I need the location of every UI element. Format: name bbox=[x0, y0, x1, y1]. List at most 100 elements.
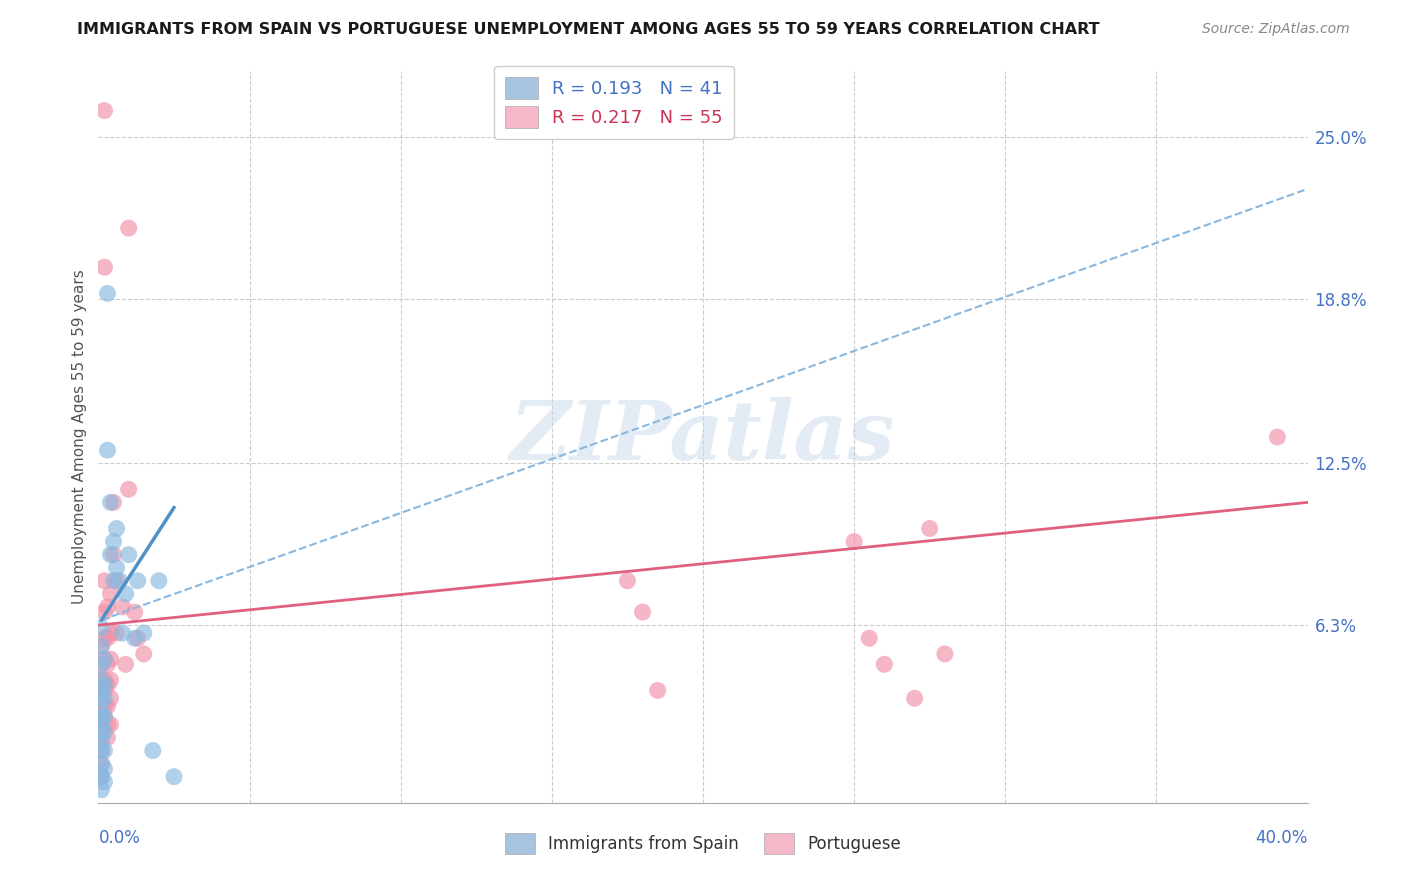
Point bbox=[96, 599, 118, 614]
Point bbox=[90, 683, 112, 698]
Point bbox=[93, 652, 115, 666]
Point bbox=[103, 495, 125, 509]
Point bbox=[93, 574, 115, 588]
Point bbox=[100, 673, 122, 687]
Point bbox=[93, 652, 115, 666]
Point bbox=[96, 632, 118, 646]
Point bbox=[844, 534, 866, 549]
Point bbox=[93, 632, 115, 646]
Y-axis label: Unemployment Among Ages 55 to 59 years: Unemployment Among Ages 55 to 59 years bbox=[72, 269, 87, 605]
Point bbox=[90, 756, 112, 771]
Point bbox=[90, 705, 112, 719]
Point bbox=[93, 683, 115, 698]
Point bbox=[631, 605, 654, 619]
Text: 0.0%: 0.0% bbox=[98, 829, 141, 847]
Point bbox=[100, 717, 122, 731]
Point bbox=[118, 221, 141, 235]
Point bbox=[105, 560, 128, 574]
Point bbox=[90, 743, 112, 757]
Point bbox=[142, 743, 165, 757]
Point bbox=[93, 678, 115, 692]
Point bbox=[108, 574, 131, 588]
Point bbox=[90, 621, 112, 635]
Point bbox=[103, 548, 125, 562]
Point bbox=[90, 699, 112, 714]
Text: ZIPatlas: ZIPatlas bbox=[510, 397, 896, 477]
Point bbox=[118, 483, 141, 497]
Point bbox=[90, 657, 112, 672]
Point bbox=[90, 709, 112, 723]
Point bbox=[118, 548, 141, 562]
Point bbox=[114, 657, 136, 672]
Point bbox=[647, 683, 669, 698]
Point bbox=[90, 717, 112, 731]
Point bbox=[90, 756, 112, 771]
Point bbox=[90, 725, 112, 739]
Point bbox=[93, 673, 115, 687]
Point bbox=[148, 574, 170, 588]
Point bbox=[96, 699, 118, 714]
Point bbox=[90, 770, 112, 784]
Point bbox=[100, 495, 122, 509]
Text: 40.0%: 40.0% bbox=[1256, 829, 1308, 847]
Point bbox=[90, 709, 112, 723]
Text: Source: ZipAtlas.com: Source: ZipAtlas.com bbox=[1202, 22, 1350, 37]
Point bbox=[93, 605, 115, 619]
Point bbox=[132, 626, 155, 640]
Point bbox=[90, 673, 112, 687]
Point bbox=[132, 647, 155, 661]
Point bbox=[96, 286, 118, 301]
Point bbox=[90, 731, 112, 745]
Point bbox=[918, 521, 941, 535]
Point bbox=[90, 673, 112, 687]
Point bbox=[93, 103, 115, 118]
Point bbox=[90, 743, 112, 757]
Point bbox=[858, 632, 880, 646]
Point bbox=[103, 574, 125, 588]
Point bbox=[93, 775, 115, 789]
Point bbox=[96, 717, 118, 731]
Point bbox=[96, 443, 118, 458]
Point bbox=[873, 657, 896, 672]
Point bbox=[93, 699, 115, 714]
Point bbox=[1267, 430, 1289, 444]
Point bbox=[90, 657, 112, 672]
Point bbox=[114, 587, 136, 601]
Point bbox=[96, 678, 118, 692]
Point bbox=[127, 574, 149, 588]
Point bbox=[100, 626, 122, 640]
Point bbox=[90, 736, 112, 750]
Point bbox=[124, 605, 146, 619]
Point bbox=[96, 657, 118, 672]
Point bbox=[93, 260, 115, 275]
Point bbox=[90, 717, 112, 731]
Point bbox=[105, 626, 128, 640]
Point bbox=[904, 691, 927, 706]
Point bbox=[111, 626, 134, 640]
Point bbox=[90, 639, 112, 653]
Point bbox=[163, 770, 186, 784]
Point bbox=[934, 647, 956, 661]
Point bbox=[93, 709, 115, 723]
Point bbox=[124, 632, 146, 646]
Point bbox=[100, 548, 122, 562]
Point bbox=[90, 770, 112, 784]
Point bbox=[100, 587, 122, 601]
Point bbox=[93, 691, 115, 706]
Point bbox=[90, 691, 112, 706]
Point bbox=[105, 574, 128, 588]
Point bbox=[93, 743, 115, 757]
Point bbox=[616, 574, 638, 588]
Point bbox=[111, 599, 134, 614]
Point bbox=[93, 762, 115, 776]
Point bbox=[93, 725, 115, 739]
Text: IMMIGRANTS FROM SPAIN VS PORTUGUESE UNEMPLOYMENT AMONG AGES 55 TO 59 YEARS CORRE: IMMIGRANTS FROM SPAIN VS PORTUGUESE UNEM… bbox=[77, 22, 1099, 37]
Point bbox=[105, 521, 128, 535]
Point bbox=[127, 632, 149, 646]
Point bbox=[96, 731, 118, 745]
Point bbox=[103, 534, 125, 549]
Point bbox=[90, 683, 112, 698]
Point bbox=[90, 782, 112, 797]
Point bbox=[100, 691, 122, 706]
Point bbox=[93, 709, 115, 723]
